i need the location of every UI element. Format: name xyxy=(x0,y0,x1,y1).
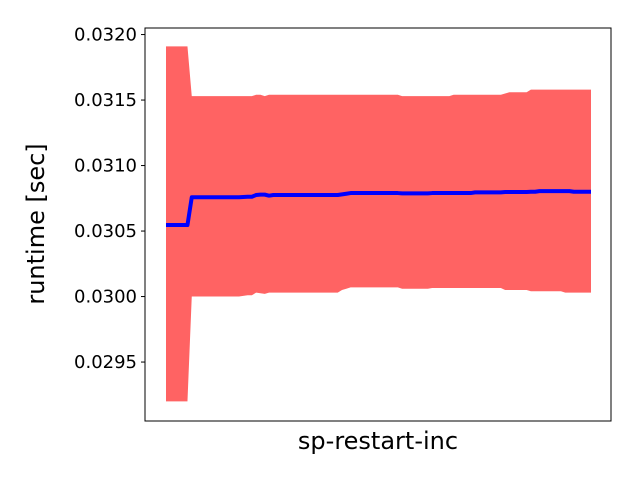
y-tick-label: 0.0315 xyxy=(74,90,137,111)
runtime-range-band xyxy=(166,46,591,402)
plot-area xyxy=(166,46,591,402)
y-axis: 0.0295 0.0300 0.0305 0.0310 0.0315 0.0320 xyxy=(74,25,145,373)
y-tick-label: 0.0310 xyxy=(74,156,137,177)
plot-frame xyxy=(144,27,612,422)
y-tick-label: 0.0300 xyxy=(74,287,137,308)
y-tick-label: 0.0295 xyxy=(74,352,137,373)
y-axis-title: runtime [sec] xyxy=(22,143,50,304)
y-tick-label: 0.0305 xyxy=(74,221,137,242)
y-tick-label: 0.0320 xyxy=(74,25,137,46)
runtime-mean-line xyxy=(166,189,591,228)
x-axis-title: sp-restart-inc xyxy=(298,427,458,455)
